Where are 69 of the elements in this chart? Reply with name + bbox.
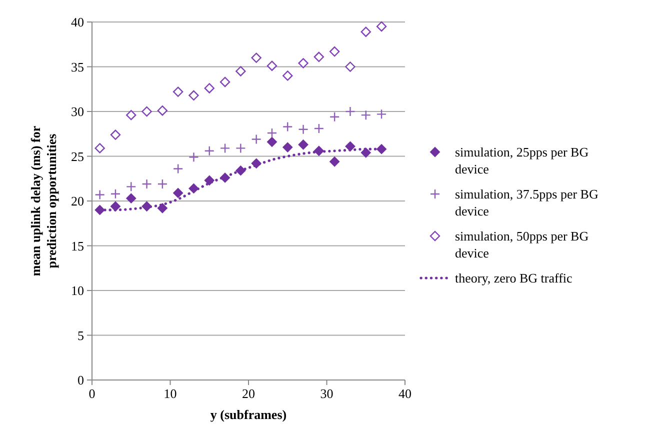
point [110,201,120,212]
y-tick-label: 25 [71,148,84,164]
y-tick-label: 35 [71,59,84,74]
point [110,188,121,199]
legend-label: simulation, 50pps per BG device [455,228,589,260]
point [330,156,340,167]
y-tick-label: 40 [71,14,84,30]
point [172,164,184,174]
y-tick-label: 5 [78,328,84,343]
y-tick-label: 10 [71,283,84,298]
point [220,76,230,88]
y-tick-label: 0 [78,372,84,388]
point [251,52,262,63]
point [142,178,152,190]
point [376,144,387,154]
point [345,106,356,117]
point [126,182,136,192]
legend-label: simulation, 37.5pps per BG device [455,186,598,218]
point [329,112,340,122]
y-tick-label: 20 [71,194,84,208]
point [282,122,293,132]
point [345,62,356,72]
x-tick-label: 40 [398,386,412,401]
x-tick-label: 0 [88,386,96,401]
point [236,143,246,154]
y-tick-label: 30 [71,104,84,119]
y-tick-label: 15 [71,238,84,254]
point [266,60,278,71]
point [220,143,230,154]
point [360,26,371,37]
point [126,110,136,120]
point [298,58,308,68]
point [188,152,199,162]
point [204,83,214,94]
point [329,46,340,57]
x-axis-title: y (subframes) [210,407,287,422]
point [360,110,371,120]
x-tick-label: 10 [164,386,177,401]
point [157,178,168,190]
point [236,66,246,76]
point [142,106,152,117]
point [172,86,184,97]
point [251,134,262,144]
point [94,190,105,200]
legend-label: simulation, 25pps per BG device [455,144,589,176]
x-tick-label: 30 [320,386,334,401]
point [345,141,356,152]
x-tick-label: 20 [242,386,255,401]
legend-label: theory, zero BG traffic [455,270,573,286]
point [282,142,293,152]
point [188,90,199,100]
point [204,146,214,156]
point [110,130,121,140]
point [360,148,371,158]
point [157,106,168,116]
point [157,203,168,214]
point [376,21,387,32]
point [173,188,184,198]
point [314,123,324,134]
point [266,128,278,138]
point [266,136,277,147]
point [126,193,136,204]
point [94,143,105,154]
point [298,140,308,150]
point [282,70,293,81]
point [298,124,308,134]
point [314,52,324,62]
y-axis-title: mean uplink delay (ms) for prediction opportunities [28,126,59,276]
point [376,109,387,120]
